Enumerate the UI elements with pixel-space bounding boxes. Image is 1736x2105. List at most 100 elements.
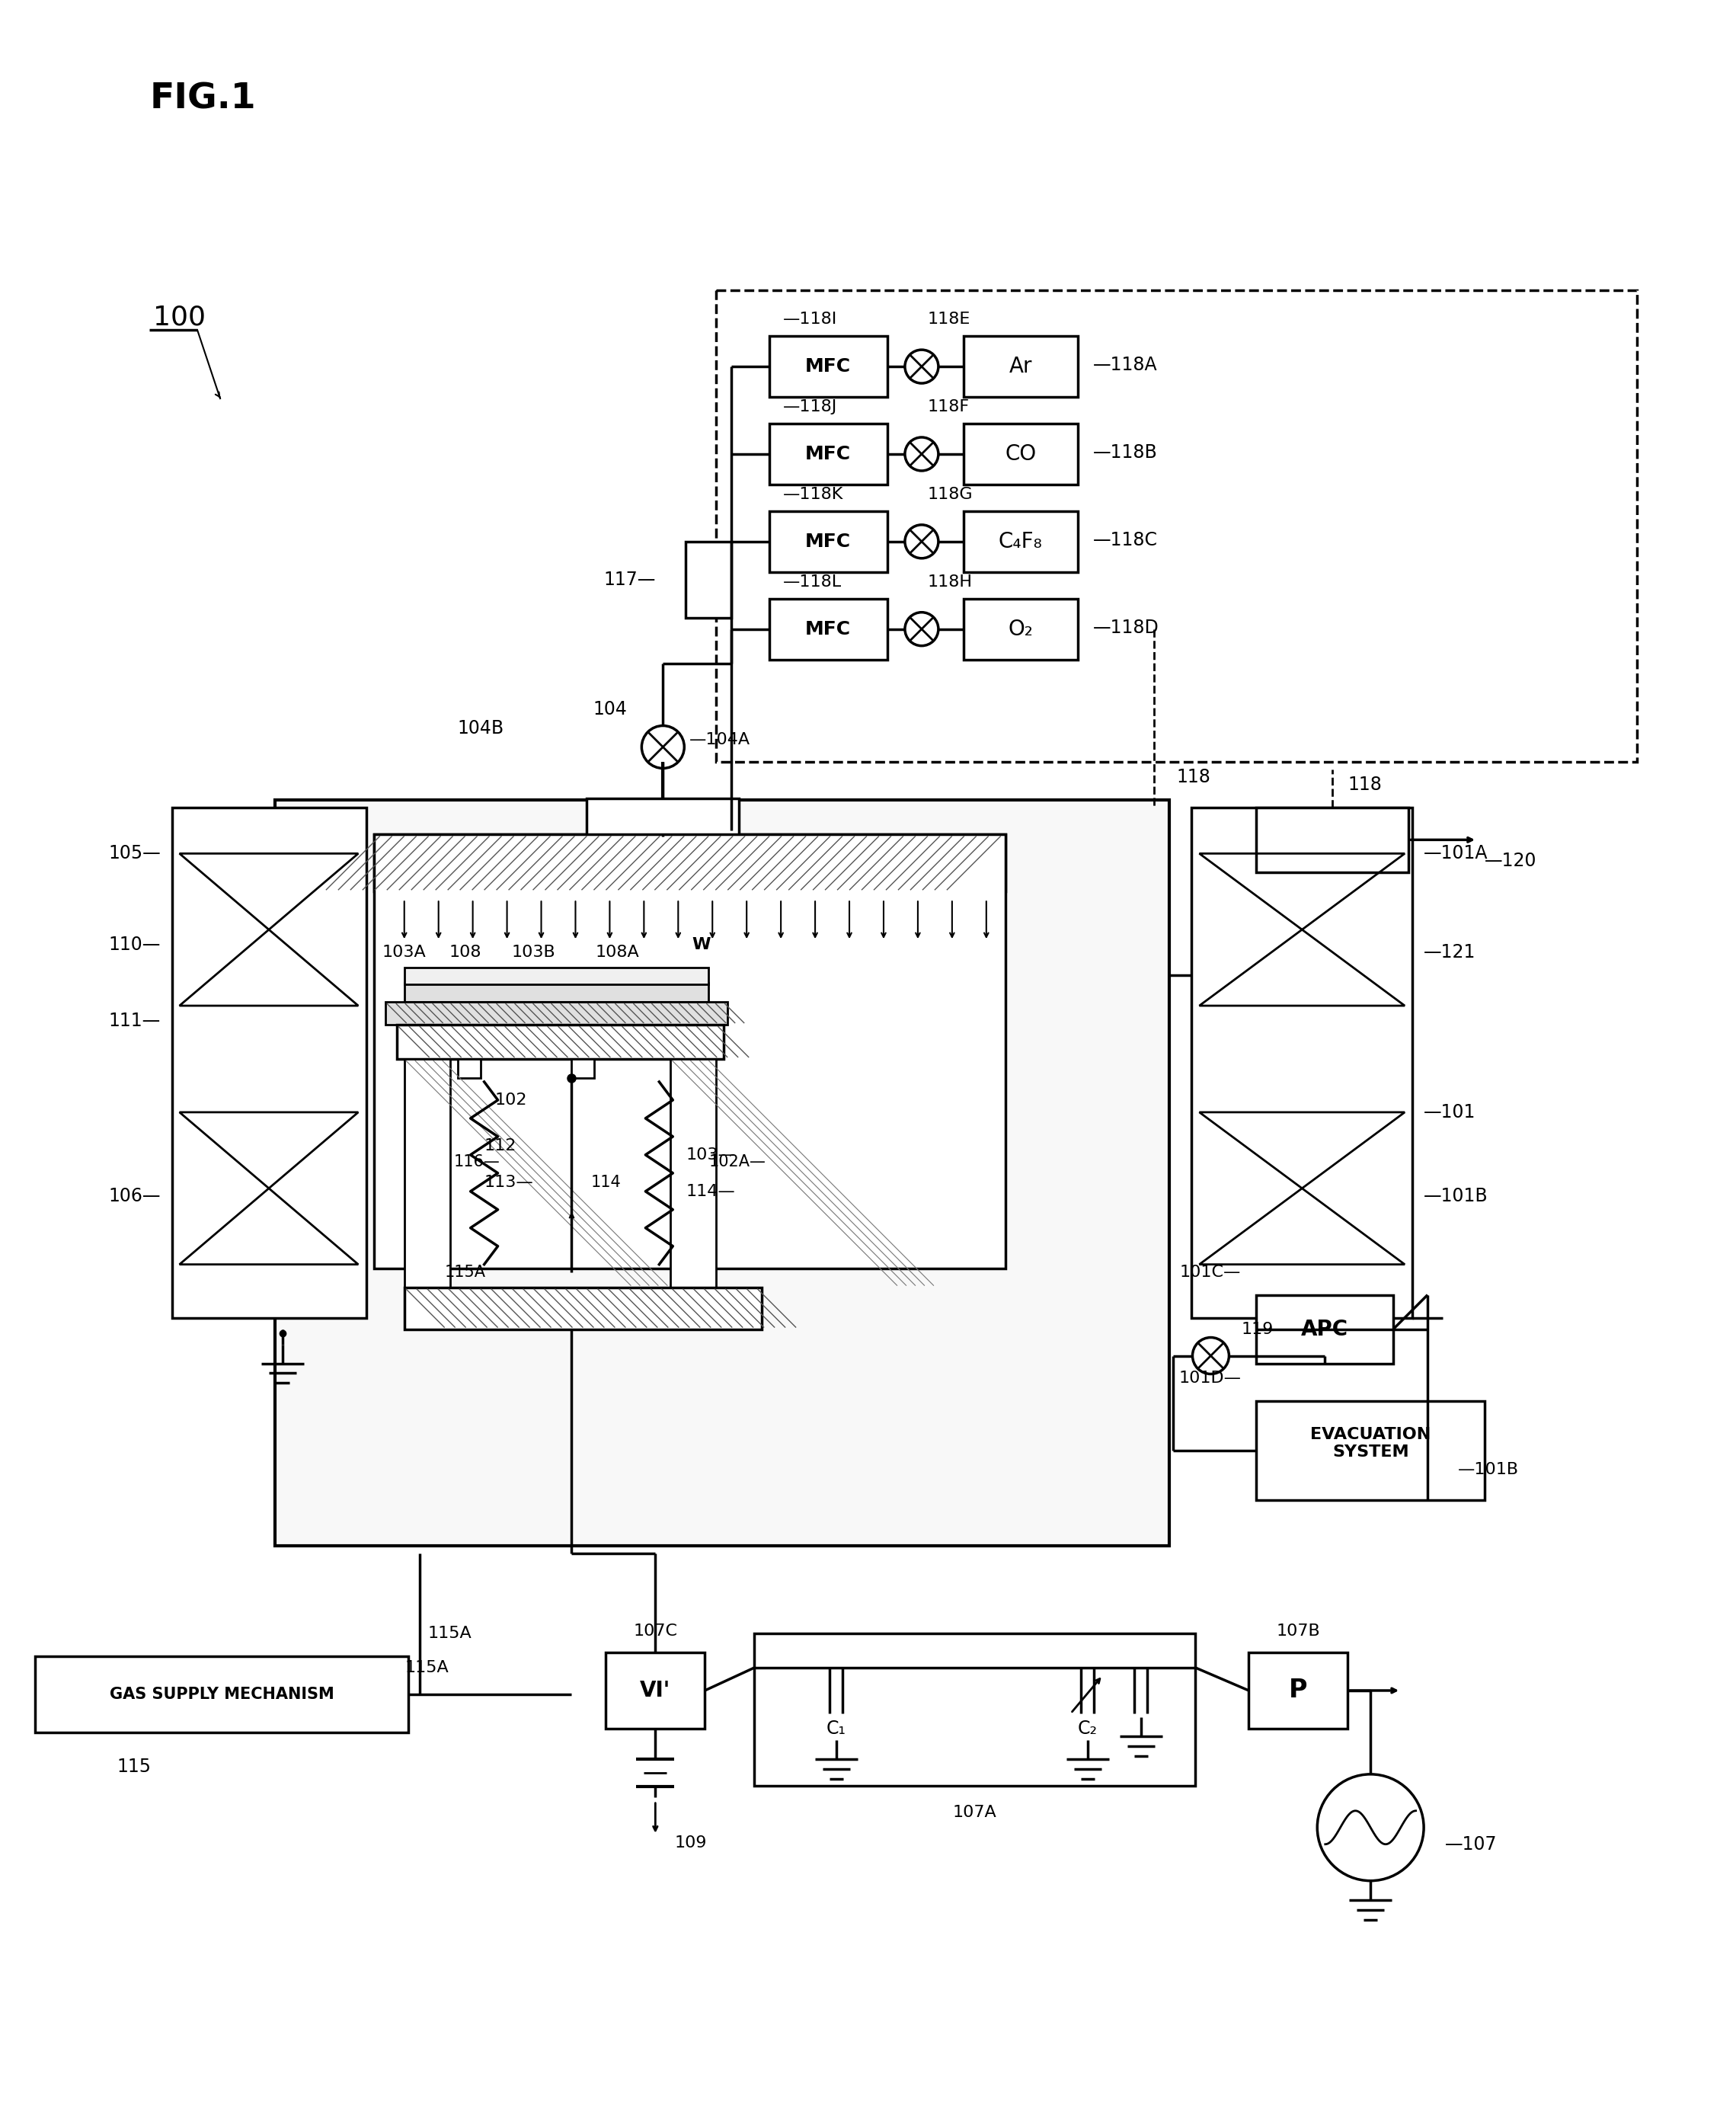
Text: MFC: MFC xyxy=(806,533,851,552)
Bar xyxy=(963,423,1078,484)
Text: —118C: —118C xyxy=(1094,530,1158,549)
Text: 110—: 110— xyxy=(109,937,161,954)
Bar xyxy=(963,337,1078,398)
Text: 115A: 115A xyxy=(444,1265,486,1280)
Text: 113—: 113— xyxy=(484,1175,533,1189)
Bar xyxy=(404,1059,450,1288)
Bar xyxy=(385,1002,727,1025)
Text: FIG.1: FIG.1 xyxy=(149,82,255,116)
Text: —118J: —118J xyxy=(783,400,837,415)
Text: 107C: 107C xyxy=(634,1623,677,1640)
Text: 118E: 118E xyxy=(927,312,970,326)
Text: 108A: 108A xyxy=(595,945,639,960)
Text: —118I: —118I xyxy=(783,312,837,326)
Text: 106—: 106— xyxy=(109,1187,161,1204)
Bar xyxy=(686,541,731,617)
Text: Ar: Ar xyxy=(1009,356,1033,377)
Bar xyxy=(35,1657,408,1732)
Text: 115A: 115A xyxy=(429,1625,472,1642)
Text: EVACUATION
SYSTEM: EVACUATION SYSTEM xyxy=(1311,1427,1430,1459)
Text: 100: 100 xyxy=(153,303,207,330)
Bar xyxy=(172,808,366,1318)
Bar xyxy=(769,512,887,573)
Text: MFC: MFC xyxy=(806,444,851,463)
Text: 115A: 115A xyxy=(404,1661,450,1676)
Bar xyxy=(404,983,708,1002)
Text: 112: 112 xyxy=(484,1139,516,1154)
Text: 114: 114 xyxy=(590,1175,621,1189)
Bar xyxy=(404,968,708,985)
Text: 117—: 117— xyxy=(604,570,656,589)
Text: MFC: MFC xyxy=(806,358,851,375)
Bar xyxy=(963,598,1078,659)
Text: 116—: 116— xyxy=(453,1154,500,1168)
Text: —101B: —101B xyxy=(1458,1463,1519,1478)
Text: CO: CO xyxy=(1005,444,1036,465)
Bar xyxy=(373,834,1005,1267)
Text: 118F: 118F xyxy=(927,400,970,415)
Bar xyxy=(373,834,1005,893)
Bar xyxy=(274,800,1168,1545)
Text: 109: 109 xyxy=(674,1836,707,1850)
Text: P: P xyxy=(1288,1678,1307,1703)
Text: 115: 115 xyxy=(116,1758,151,1777)
Bar xyxy=(1257,1295,1394,1364)
Text: C₄F₈: C₄F₈ xyxy=(998,530,1043,552)
Bar xyxy=(670,1059,717,1288)
Text: C₁: C₁ xyxy=(826,1720,845,1739)
Text: 118G: 118G xyxy=(927,486,974,501)
Bar xyxy=(1257,1402,1484,1501)
Text: 102A—: 102A— xyxy=(708,1154,766,1168)
Bar xyxy=(571,1059,594,1078)
Text: 104: 104 xyxy=(592,699,627,718)
Text: C₂: C₂ xyxy=(1078,1720,1097,1739)
Text: 108: 108 xyxy=(450,945,481,960)
Text: 105—: 105— xyxy=(108,844,161,863)
Bar xyxy=(398,1025,724,1059)
Text: APC: APC xyxy=(1302,1318,1349,1339)
Text: GAS SUPPLY MECHANISM: GAS SUPPLY MECHANISM xyxy=(109,1686,333,1703)
Text: —118A: —118A xyxy=(1094,356,1158,375)
Text: —101A: —101A xyxy=(1424,844,1488,863)
Text: —118L: —118L xyxy=(783,575,842,589)
Text: 107A: 107A xyxy=(953,1804,996,1821)
Bar xyxy=(769,337,887,398)
Bar xyxy=(769,423,887,484)
Text: 114—: 114— xyxy=(686,1183,734,1200)
Text: —120: —120 xyxy=(1484,853,1536,869)
Text: 104B: 104B xyxy=(457,718,503,737)
Text: 118: 118 xyxy=(1347,777,1382,794)
Text: W: W xyxy=(691,937,710,951)
Text: —107: —107 xyxy=(1444,1836,1496,1852)
Text: 103B: 103B xyxy=(512,945,556,960)
Bar xyxy=(769,598,887,659)
Bar xyxy=(606,1652,705,1728)
Text: —118K: —118K xyxy=(783,486,844,501)
Bar xyxy=(1248,1652,1347,1728)
Text: MFC: MFC xyxy=(806,619,851,638)
Bar xyxy=(1257,808,1408,874)
Text: 118: 118 xyxy=(1177,768,1210,787)
Bar xyxy=(717,290,1637,762)
Text: 118H: 118H xyxy=(927,575,972,589)
Text: —104A: —104A xyxy=(689,733,750,747)
Bar xyxy=(458,1059,481,1078)
Text: 107B: 107B xyxy=(1276,1623,1321,1640)
Text: —101: —101 xyxy=(1424,1103,1476,1122)
Text: 103A: 103A xyxy=(382,945,427,960)
Text: —118D: —118D xyxy=(1094,619,1160,636)
Bar xyxy=(587,798,740,838)
Text: O₂: O₂ xyxy=(1009,619,1033,640)
Text: 101C—: 101C— xyxy=(1180,1265,1241,1280)
Bar xyxy=(404,1288,762,1328)
Bar xyxy=(1191,808,1413,1318)
Text: 102: 102 xyxy=(495,1092,528,1107)
Text: —118B: —118B xyxy=(1094,444,1158,461)
Text: 103—: 103— xyxy=(686,1147,736,1162)
Text: —121: —121 xyxy=(1424,943,1476,962)
Text: 111—: 111— xyxy=(109,1013,161,1029)
Text: 101D—: 101D— xyxy=(1179,1370,1241,1387)
Bar xyxy=(963,512,1078,573)
Bar xyxy=(753,1633,1196,1785)
Text: VI': VI' xyxy=(641,1680,670,1701)
